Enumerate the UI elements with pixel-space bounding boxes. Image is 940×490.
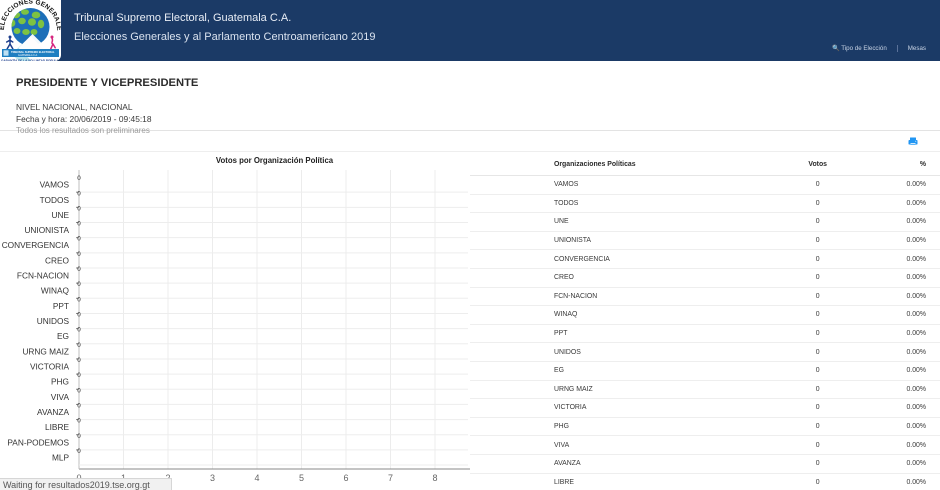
svg-text:CREO: CREO <box>45 255 70 265</box>
svg-text:0: 0 <box>77 448 81 455</box>
svg-text:0: 0 <box>77 342 81 349</box>
svg-text:UNIONISTA: UNIONISTA <box>24 225 69 235</box>
svg-text:0: 0 <box>77 327 81 334</box>
svg-text:GUATEMALA C.A.: GUATEMALA C.A. <box>18 54 38 57</box>
svg-text:VIVA: VIVA <box>51 392 70 402</box>
svg-text:EG: EG <box>57 331 69 341</box>
svg-text:VICTORIA: VICTORIA <box>30 362 69 372</box>
svg-text:8: 8 <box>432 473 437 483</box>
svg-text:0: 0 <box>77 205 81 212</box>
svg-text:7: 7 <box>388 473 393 483</box>
svg-text:0: 0 <box>77 296 81 303</box>
svg-text:URNG MAIZ: URNG MAIZ <box>22 346 69 356</box>
svg-text:UNIDOS: UNIDOS <box>37 316 70 326</box>
svg-text:AVANZA: AVANZA <box>37 407 69 417</box>
svg-text:0: 0 <box>77 418 81 425</box>
svg-text:0: 0 <box>77 312 81 319</box>
svg-text:MLP: MLP <box>52 452 70 462</box>
svg-text:0: 0 <box>77 387 81 394</box>
svg-text:0: 0 <box>77 281 81 288</box>
svg-text:PHG: PHG <box>51 377 69 387</box>
svg-text:CONVERGENCIA: CONVERGENCIA <box>2 240 70 250</box>
svg-text:0: 0 <box>77 372 81 379</box>
svg-text:0: 0 <box>77 433 81 440</box>
svg-text:4: 4 <box>254 473 259 483</box>
svg-text:0: 0 <box>77 236 81 243</box>
svg-text:FCN-NACION: FCN-NACION <box>17 271 69 281</box>
svg-text:0: 0 <box>77 357 81 364</box>
svg-text:VAMOS: VAMOS <box>40 180 70 190</box>
svg-text:LIBRE: LIBRE <box>45 422 69 432</box>
svg-text:0: 0 <box>77 251 81 258</box>
svg-text:TODOS: TODOS <box>40 195 70 205</box>
svg-text:UNE: UNE <box>51 210 69 220</box>
svg-text:3: 3 <box>210 473 215 483</box>
svg-text:PAN-PODEMOS: PAN-PODEMOS <box>7 437 69 447</box>
svg-text:5: 5 <box>299 473 304 483</box>
svg-text:0: 0 <box>77 190 81 197</box>
svg-text:PPT: PPT <box>53 301 69 311</box>
svg-text:WINAQ: WINAQ <box>41 286 70 296</box>
svg-text:0: 0 <box>77 221 81 228</box>
svg-text:0: 0 <box>77 266 81 273</box>
svg-text:0: 0 <box>77 403 81 410</box>
svg-text:0: 0 <box>77 175 81 182</box>
svg-text:6: 6 <box>343 473 348 483</box>
